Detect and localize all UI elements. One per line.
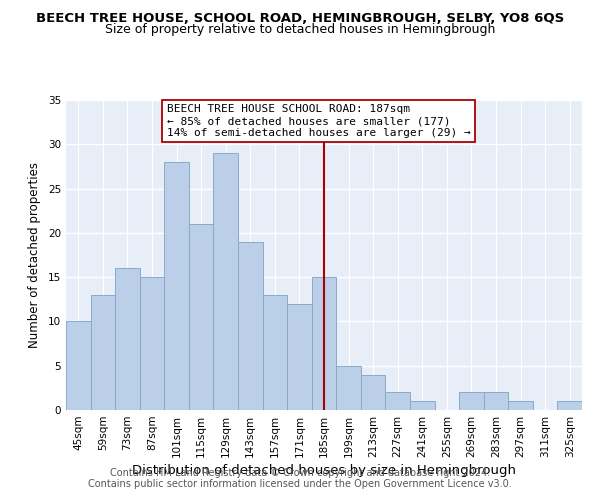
Bar bbox=[361, 374, 385, 410]
Bar bbox=[263, 295, 287, 410]
Text: Size of property relative to detached houses in Hemingbrough: Size of property relative to detached ho… bbox=[105, 24, 495, 36]
Text: BEECH TREE HOUSE SCHOOL ROAD: 187sqm
← 85% of detached houses are smaller (177)
: BEECH TREE HOUSE SCHOOL ROAD: 187sqm ← 8… bbox=[167, 104, 470, 138]
Bar bbox=[508, 401, 533, 410]
Bar bbox=[140, 277, 164, 410]
Bar bbox=[238, 242, 263, 410]
Bar bbox=[484, 392, 508, 410]
Y-axis label: Number of detached properties: Number of detached properties bbox=[28, 162, 41, 348]
Bar bbox=[189, 224, 214, 410]
Bar bbox=[557, 401, 582, 410]
Bar bbox=[91, 295, 115, 410]
Bar bbox=[115, 268, 140, 410]
X-axis label: Distribution of detached houses by size in Hemingbrough: Distribution of detached houses by size … bbox=[132, 464, 516, 477]
Bar bbox=[287, 304, 312, 410]
Bar bbox=[214, 153, 238, 410]
Bar bbox=[459, 392, 484, 410]
Bar bbox=[336, 366, 361, 410]
Bar bbox=[312, 277, 336, 410]
Text: BEECH TREE HOUSE, SCHOOL ROAD, HEMINGBROUGH, SELBY, YO8 6QS: BEECH TREE HOUSE, SCHOOL ROAD, HEMINGBRO… bbox=[36, 12, 564, 26]
Text: Contains HM Land Registry data © Crown copyright and database right 2024.: Contains HM Land Registry data © Crown c… bbox=[110, 468, 490, 477]
Bar bbox=[164, 162, 189, 410]
Bar bbox=[385, 392, 410, 410]
Bar bbox=[66, 322, 91, 410]
Bar bbox=[410, 401, 434, 410]
Text: Contains public sector information licensed under the Open Government Licence v3: Contains public sector information licen… bbox=[88, 479, 512, 489]
